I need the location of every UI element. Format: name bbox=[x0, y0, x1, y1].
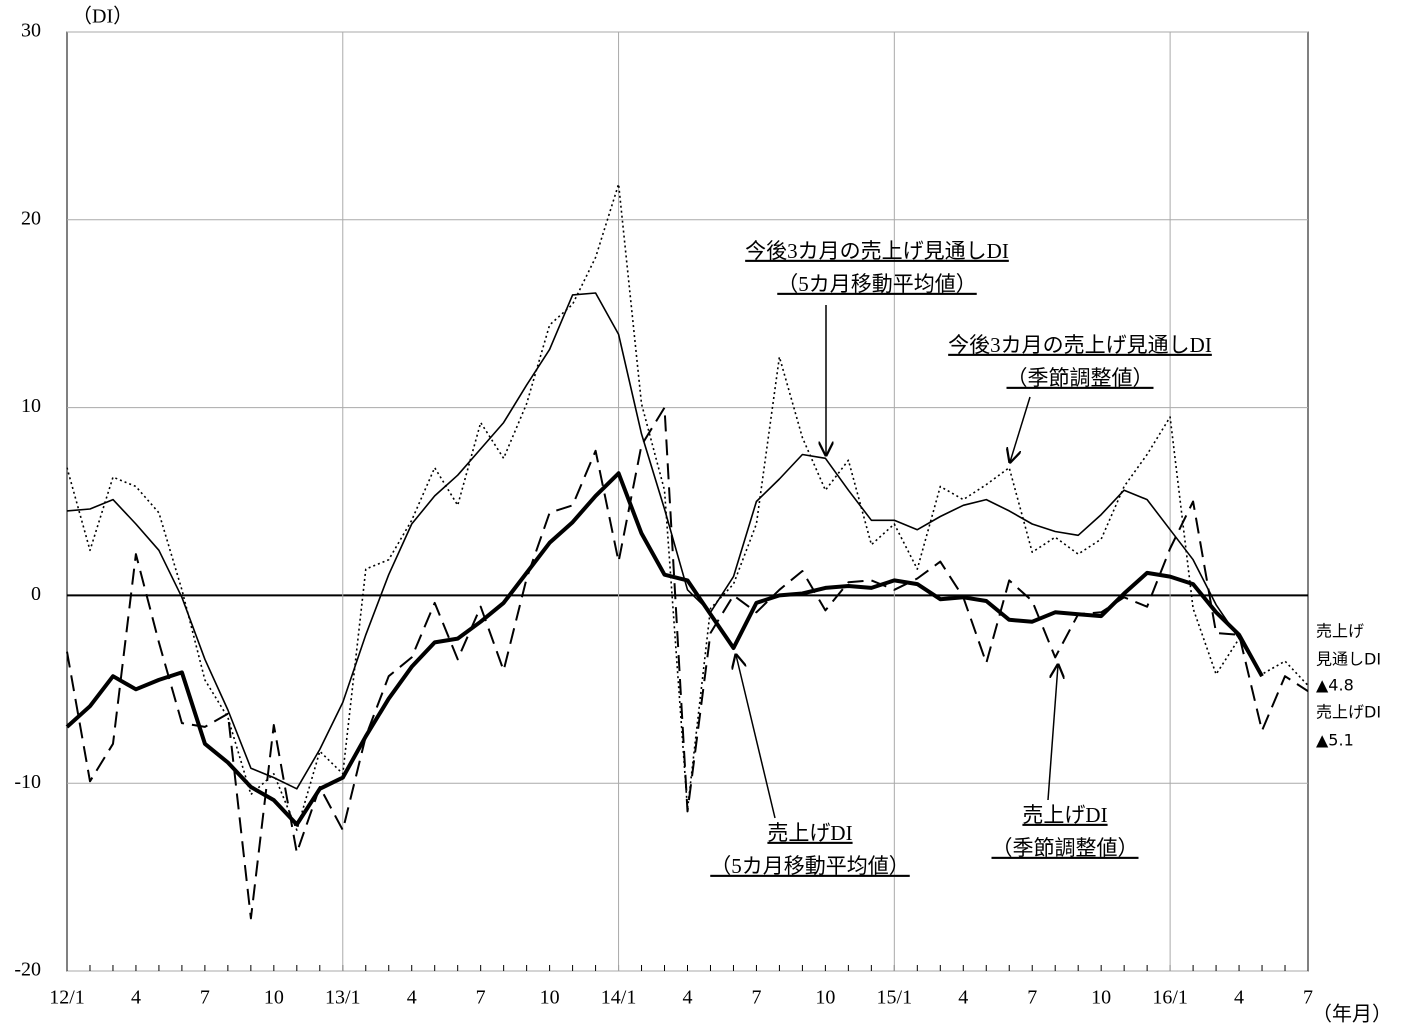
x-tick-label: 4 bbox=[407, 987, 417, 1009]
x-tick-label: 4 bbox=[131, 987, 141, 1009]
x-tick-label: 7 bbox=[476, 987, 486, 1009]
x-tick-label: 7 bbox=[1027, 987, 1037, 1009]
annotation: 今後3カ月の売上げ見通しDI bbox=[948, 333, 1212, 357]
y-tick-label: 30 bbox=[21, 20, 41, 42]
x-tick-label: 4 bbox=[683, 987, 693, 1009]
annotation-arrow bbox=[736, 655, 776, 819]
annotation: （季節調整値） bbox=[1007, 366, 1154, 390]
end-label: 売上げDI bbox=[1316, 703, 1381, 722]
y-tick-label: 20 bbox=[21, 207, 41, 229]
x-tick-label: 10 bbox=[1091, 987, 1111, 1009]
series-line bbox=[66, 183, 1309, 831]
y-unit: （DI） bbox=[72, 5, 133, 28]
x-tick-label: 15/1 bbox=[877, 987, 913, 1009]
annotation: 今後3カ月の売上げ見通しDI bbox=[745, 239, 1009, 263]
y-tick-label: 0 bbox=[31, 583, 41, 605]
y-tick-label: -20 bbox=[14, 959, 41, 981]
x-tick-label: 7 bbox=[200, 987, 210, 1009]
x-tick-label: 12/1 bbox=[49, 987, 85, 1009]
x-tick-label: 10 bbox=[815, 987, 835, 1009]
annotation: 売上げDI bbox=[1022, 803, 1107, 827]
end-label: ▲4.8 bbox=[1316, 676, 1354, 695]
y-tick-label: -10 bbox=[14, 771, 41, 793]
annotation: （5カ月移動平均値） bbox=[710, 854, 910, 878]
end-label: 見通しDI bbox=[1316, 650, 1381, 669]
series-line bbox=[66, 406, 1309, 920]
x-tick-label: 4 bbox=[958, 987, 968, 1009]
x-tick-label: 14/1 bbox=[601, 987, 637, 1009]
x-unit: （年月） bbox=[1312, 1003, 1392, 1026]
x-tick-label: 10 bbox=[540, 987, 560, 1009]
y-tick-label: 10 bbox=[21, 395, 41, 417]
x-tick-label: 16/1 bbox=[1152, 987, 1188, 1009]
x-tick-label: 10 bbox=[264, 987, 284, 1009]
end-label: 売上げ bbox=[1316, 622, 1364, 641]
annotation-arrow bbox=[1047, 665, 1058, 801]
series-line bbox=[66, 292, 1263, 790]
end-label: ▲5.1 bbox=[1316, 731, 1354, 750]
x-tick-label: 4 bbox=[1234, 987, 1244, 1009]
x-tick-label: 7 bbox=[751, 987, 761, 1009]
annotation: （5カ月移動平均値） bbox=[777, 272, 977, 296]
series-line bbox=[65, 471, 1264, 827]
annotation: 売上げDI bbox=[767, 821, 852, 845]
annotation-arrow bbox=[1010, 396, 1031, 462]
x-tick-label: 13/1 bbox=[325, 987, 361, 1009]
annotation: （季節調整値） bbox=[992, 836, 1139, 860]
plot-frame bbox=[66, 31, 1309, 972]
x-tick-label: 7 bbox=[1303, 987, 1313, 1009]
